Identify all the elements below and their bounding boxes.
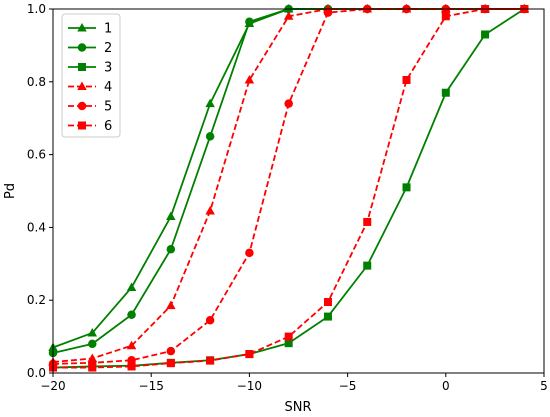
data-point	[126, 282, 137, 291]
data-point	[88, 363, 97, 372]
data-point	[166, 359, 175, 368]
data-point	[402, 75, 411, 84]
legend-frame	[61, 13, 121, 138]
data-point	[323, 8, 333, 17]
data-point	[363, 261, 372, 270]
data-point	[205, 206, 215, 215]
data-point	[481, 30, 490, 39]
legend-marker	[77, 23, 87, 32]
series-2	[48, 4, 529, 358]
series-line-5	[52, 8, 525, 365]
x-tick-label: −15	[139, 379, 164, 393]
data-point	[402, 183, 411, 192]
y-tick-label: 0.6	[27, 148, 46, 162]
data-point	[166, 211, 176, 220]
legend-marker	[78, 121, 86, 130]
data-point	[205, 315, 215, 325]
data-point	[127, 362, 136, 371]
legend-marker	[77, 101, 87, 111]
y-tick-label: 0.4	[27, 220, 46, 234]
data-point	[205, 132, 215, 141]
series-3	[49, 5, 529, 372]
data-point	[166, 300, 176, 310]
data-point	[88, 339, 97, 349]
legend-entry: 6	[104, 119, 112, 134]
y-tick-label: 0.8	[27, 75, 46, 89]
axes-layer: −20 −15 −10 −5 0 5 0.0 0.2 0.4 0.6 0.8 1.0	[27, 2, 548, 393]
legend: 1 2 3 4 5 6	[61, 13, 121, 138]
y-tick-label: 1.0	[27, 2, 46, 16]
legend-entry: 3	[104, 61, 112, 76]
series-line-1	[52, 8, 525, 349]
x-axis-label: SNR	[284, 400, 311, 415]
series-line-4	[52, 8, 525, 363]
data-point	[323, 312, 332, 321]
legend-marker	[77, 81, 87, 90]
y-tick-label: 0.0	[27, 366, 46, 380]
x-tick-label: 0	[442, 379, 450, 393]
y-axis-label: Pd	[3, 183, 18, 199]
data-point	[126, 340, 137, 350]
data-point	[441, 88, 450, 97]
series-6	[49, 5, 529, 372]
legend-entry: 4	[104, 80, 112, 95]
legend-entry: 1	[104, 22, 112, 37]
data-point	[245, 350, 254, 359]
x-tick-label: −20	[40, 379, 65, 393]
data-point	[87, 327, 98, 337]
data-point	[284, 339, 293, 348]
x-tick-label: 5	[540, 379, 548, 393]
x-tick-label: −5	[339, 379, 357, 393]
data-point	[127, 356, 136, 365]
data-point	[244, 74, 255, 84]
data-point	[166, 346, 176, 356]
data-point	[245, 248, 254, 258]
legend-marker	[77, 43, 87, 52]
data-point	[205, 98, 215, 108]
x-tick-label: −10	[237, 379, 262, 393]
data-point	[283, 11, 294, 20]
data-point	[127, 310, 136, 320]
data-point	[363, 217, 372, 226]
y-tick-label: 0.2	[27, 293, 46, 307]
series-5	[48, 4, 529, 369]
data-point	[441, 12, 450, 21]
data-point	[284, 332, 293, 341]
legend-entry: 2	[104, 41, 112, 56]
plot-frame	[52, 8, 545, 374]
data-point	[284, 99, 293, 108]
series-line-3	[52, 8, 525, 369]
series-line-2	[52, 8, 525, 354]
legend-entry: 5	[104, 100, 112, 115]
series-line-6	[53, 8, 525, 369]
data-point	[245, 17, 254, 26]
data-point	[206, 356, 215, 365]
data-point	[323, 298, 332, 307]
legend-marker	[78, 63, 86, 71]
data-point	[166, 244, 176, 254]
